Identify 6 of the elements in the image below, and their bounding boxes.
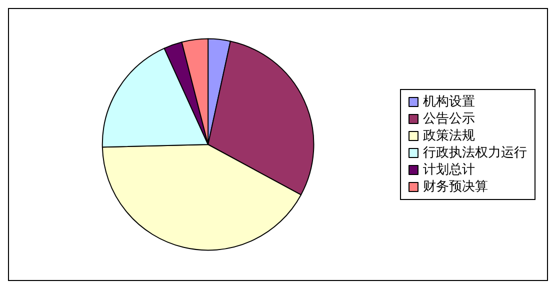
legend-label: 公告公示 — [423, 112, 475, 126]
legend-label: 政策法规 — [423, 128, 475, 144]
legend-label: 机构设置 — [423, 94, 475, 110]
legend-label: 财务预决算 — [423, 180, 488, 194]
legend-label: 计划总计 — [423, 162, 475, 178]
legend-label: 行政执法权力运行 — [423, 146, 527, 160]
